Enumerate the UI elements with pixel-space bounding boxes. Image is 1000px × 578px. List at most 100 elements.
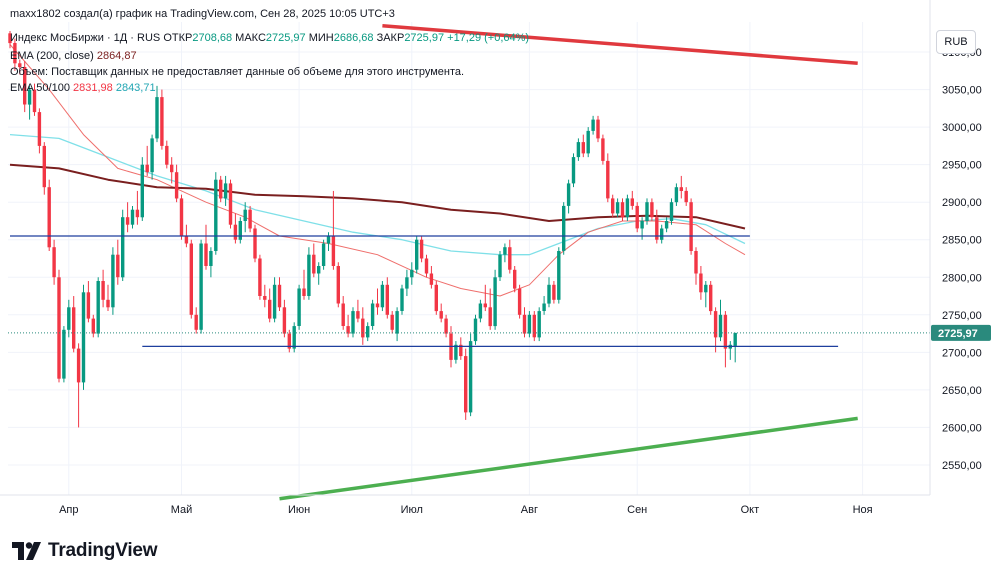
- candle-body: [650, 202, 654, 218]
- volume-legend: Объем: Поставщик данных не предоставляет…: [10, 66, 465, 78]
- candle-body: [660, 228, 664, 240]
- candle-body: [346, 326, 350, 334]
- candle-body: [370, 303, 375, 326]
- candle-body: [611, 198, 615, 214]
- close-label: ЗАКР: [376, 32, 405, 44]
- candle-body: [140, 164, 144, 218]
- candle-body: [258, 258, 262, 296]
- x-tick-label: Июл: [401, 504, 423, 516]
- currency-button[interactable]: RUB: [936, 30, 976, 54]
- candle-body: [395, 311, 399, 334]
- y-tick-label: 2850,00: [942, 235, 982, 247]
- candle-body: [121, 217, 125, 278]
- high-value: 2725,97: [265, 32, 306, 44]
- candle-body: [419, 239, 424, 259]
- y-tick-label: 3050,00: [942, 85, 982, 97]
- candle-body: [620, 202, 625, 218]
- ema50100-legend[interactable]: EMA 50/100 2831,98 2843,71: [10, 82, 156, 94]
- y-tick-label: 2650,00: [942, 385, 982, 397]
- candle-body: [537, 311, 541, 338]
- candle-body: [194, 314, 198, 330]
- candle-body: [571, 157, 576, 184]
- candle-body: [106, 299, 110, 308]
- candle-body: [468, 341, 473, 413]
- candle-body: [498, 254, 502, 278]
- candle-body: [361, 318, 365, 338]
- candle-body: [243, 209, 247, 221]
- y-tick-label: 2600,00: [942, 422, 982, 434]
- candle-body: [67, 307, 71, 330]
- candle-body: [615, 202, 620, 214]
- candle-body: [684, 190, 688, 203]
- candle-body: [655, 217, 659, 240]
- candle-body: [669, 202, 674, 221]
- candle-body: [326, 236, 331, 244]
- candle-body: [174, 172, 179, 199]
- tradingview-logo[interactable]: TradingView: [12, 540, 158, 562]
- candle-body: [42, 145, 46, 188]
- candle-body: [380, 284, 385, 308]
- candle-body: [439, 311, 443, 319]
- candle-body: [709, 284, 713, 312]
- candle-body: [312, 254, 316, 274]
- candle-body: [57, 277, 61, 379]
- low-value: 2686,68: [333, 32, 374, 44]
- candle-body: [478, 303, 483, 319]
- candle-body: [292, 326, 296, 349]
- candle-body: [287, 333, 291, 349]
- candle-body: [228, 183, 233, 225]
- candle-body: [199, 243, 203, 330]
- candle-body: [694, 251, 698, 274]
- x-tick-label: Ноя: [853, 504, 873, 516]
- brand-name: TradingView: [48, 540, 158, 561]
- candle-body: [557, 251, 561, 300]
- candle-body: [47, 187, 51, 248]
- candle-body: [179, 198, 184, 236]
- candle-body: [135, 209, 140, 218]
- candle-body: [76, 348, 81, 383]
- candle-body: [410, 269, 414, 278]
- candle-body: [160, 97, 164, 146]
- ema50100-label: EMA 50/100: [10, 82, 70, 94]
- candle-body: [62, 329, 66, 379]
- candle-body: [170, 164, 174, 173]
- candle-body: [341, 303, 345, 326]
- candle-body: [282, 307, 287, 334]
- candle-body: [268, 299, 272, 319]
- x-tick-label: Май: [171, 504, 193, 516]
- candle-body: [405, 277, 409, 289]
- ema200-value: 2864,87: [96, 50, 137, 62]
- drawing-layer: [8, 24, 930, 501]
- candle-body: [581, 142, 585, 154]
- candle-body: [508, 247, 512, 270]
- y-tick-label: 2800,00: [942, 272, 982, 284]
- candle-body: [37, 112, 42, 146]
- x-tick-label: Авг: [521, 504, 538, 516]
- candle-body: [679, 187, 683, 191]
- candle-body: [513, 269, 517, 289]
- candle-body: [219, 179, 223, 199]
- candle-body: [689, 202, 693, 251]
- author-line: maxx1802 создал(а) график на TradingView…: [10, 8, 395, 20]
- candle-body: [713, 311, 718, 338]
- symbol-name[interactable]: Индекс МосБиржи · 1Д · RUS: [10, 32, 161, 44]
- candle-body: [454, 344, 458, 360]
- candle-body: [390, 314, 394, 330]
- candle-body: [664, 221, 669, 229]
- candle-body: [351, 311, 355, 334]
- ema200-label: EMA (200, close): [10, 50, 94, 62]
- high-label: МАКС: [235, 32, 266, 44]
- change-value: +17,29 (+0,64%): [447, 32, 530, 44]
- candle-body: [375, 303, 380, 308]
- y-tick-label: 2950,00: [942, 160, 982, 172]
- y-tick-label: 2700,00: [942, 347, 982, 359]
- candle-body: [645, 202, 649, 221]
- y-tick-label: 2900,00: [942, 197, 982, 209]
- candle-body: [434, 284, 438, 312]
- y-tick-label: 3000,00: [942, 122, 982, 134]
- ema200-legend[interactable]: EMA (200, close) 2864,87: [10, 50, 137, 62]
- candle-body: [527, 314, 532, 334]
- candle-body: [184, 236, 189, 244]
